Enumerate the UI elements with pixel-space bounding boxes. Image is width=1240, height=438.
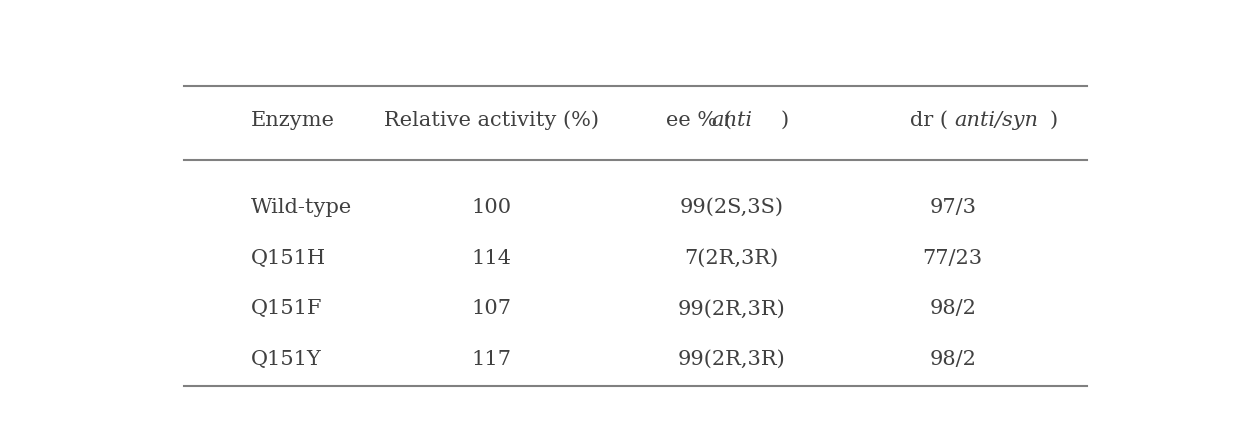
Text: 99(2S,3S): 99(2S,3S) [680,198,784,217]
Text: 99(2R,3R): 99(2R,3R) [678,300,785,318]
Text: ): ) [780,110,789,130]
Text: dr (: dr ( [910,110,947,130]
Text: Wild-type: Wild-type [250,198,352,217]
Text: Relative activity (%): Relative activity (%) [384,110,599,130]
Text: anti: anti [711,110,753,130]
Text: 97/3: 97/3 [929,198,976,217]
Text: ee % (​: ee % (​ [666,110,732,130]
Text: 107: 107 [471,300,511,318]
Text: ): ) [1049,110,1058,130]
Text: anti/syn: anti/syn [954,110,1038,130]
Text: 100: 100 [471,198,511,217]
Text: 98/2: 98/2 [929,350,976,369]
Text: 7(2R,3R): 7(2R,3R) [684,249,779,268]
Text: 114: 114 [471,249,511,268]
Text: 77/23: 77/23 [923,249,982,268]
Text: Q151F: Q151F [250,300,322,318]
Text: 99(2R,3R): 99(2R,3R) [678,350,785,369]
Text: 98/2: 98/2 [929,300,976,318]
Text: Q151Y: Q151Y [250,350,322,369]
Text: Enzyme: Enzyme [250,110,335,130]
Text: 117: 117 [471,350,511,369]
Text: Q151H: Q151H [250,249,326,268]
